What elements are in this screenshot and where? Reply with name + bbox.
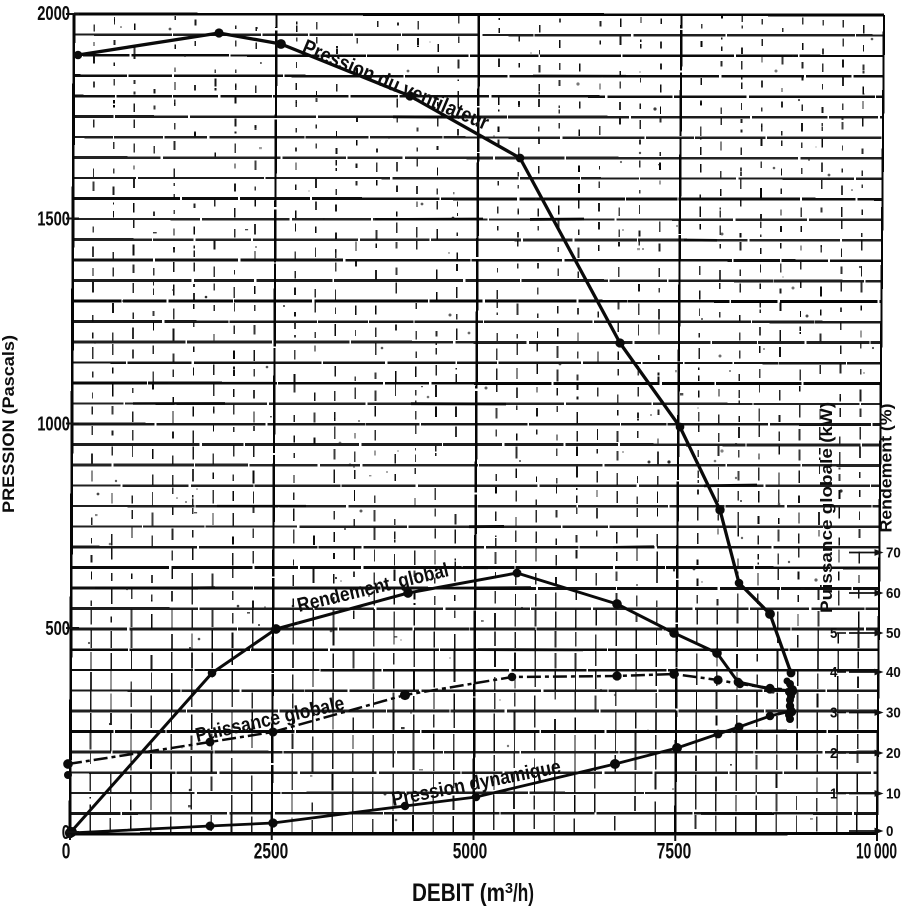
svg-text:PRESSION (Pascals): PRESSION (Pascals) — [0, 335, 18, 513]
svg-text:2: 2 — [830, 745, 837, 762]
svg-text:2500: 2500 — [254, 839, 288, 864]
svg-text:5: 5 — [830, 625, 837, 642]
svg-text:4: 4 — [830, 664, 838, 681]
svg-text:0: 0 — [62, 839, 71, 864]
svg-text:1: 1 — [830, 786, 837, 803]
svg-text:2000: 2000 — [37, 3, 70, 25]
svg-text:30: 30 — [886, 705, 901, 722]
svg-text:50: 50 — [886, 625, 901, 642]
svg-text:60: 60 — [886, 585, 901, 602]
svg-text:0: 0 — [62, 822, 70, 844]
svg-text:1000: 1000 — [37, 414, 70, 436]
svg-text:Puissance globale (kW): Puissance globale (kW) — [818, 402, 836, 613]
svg-text:5000: 5000 — [453, 839, 487, 864]
svg-text:DEBIT (m3/h): DEBIT (m3/h) — [412, 879, 534, 907]
svg-text:Rendement (%): Rendement (%) — [878, 404, 896, 533]
svg-text:10 000: 10 000 — [856, 839, 897, 864]
svg-text:10: 10 — [886, 786, 901, 803]
svg-text:3: 3 — [830, 705, 837, 722]
svg-text:500: 500 — [45, 618, 70, 640]
svg-text:40: 40 — [886, 664, 901, 681]
svg-text:70: 70 — [886, 545, 901, 562]
svg-text:20: 20 — [886, 745, 901, 762]
svg-text:1500: 1500 — [37, 209, 70, 231]
svg-text:7500: 7500 — [657, 839, 691, 864]
svg-text:0: 0 — [886, 823, 893, 840]
